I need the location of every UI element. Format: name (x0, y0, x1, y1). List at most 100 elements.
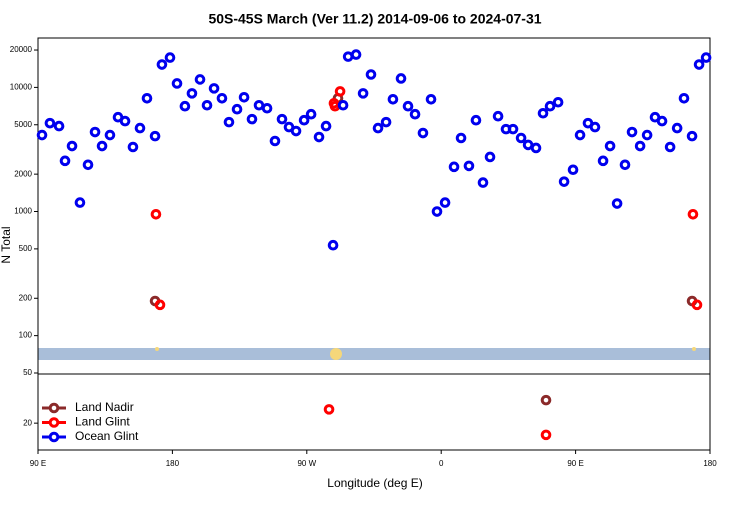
data-point (290, 125, 302, 137)
data-point (507, 123, 519, 135)
data-point (395, 73, 407, 84)
data-point (208, 83, 220, 94)
chart-title: 50S-45S March (Ver 11.2) 2014-09-06 to 2… (208, 11, 541, 27)
data-point (409, 108, 421, 120)
data-point (186, 88, 198, 99)
data-point (150, 208, 162, 220)
data-point (567, 164, 579, 176)
y-tick-label: 5000 (14, 120, 32, 129)
data-point (439, 197, 451, 208)
data-point (387, 93, 399, 105)
marker-dot (692, 347, 696, 351)
x-tick-label: 90 W (297, 459, 316, 468)
data-point (156, 59, 168, 70)
data-point (455, 132, 467, 144)
data-point (691, 299, 703, 311)
data-point (515, 132, 527, 144)
data-point (641, 129, 653, 141)
y-axis-label: N Total (0, 226, 13, 263)
y-tick-label: 20000 (10, 45, 33, 54)
data-point (298, 114, 310, 126)
legend-label: Ocean Glint (75, 429, 139, 443)
data-point (337, 99, 349, 111)
data-point (671, 122, 683, 134)
data-point (402, 100, 414, 112)
data-point (149, 130, 161, 142)
data-point (231, 103, 243, 115)
y-tick-label: 2000 (14, 169, 32, 178)
data-point (327, 239, 339, 251)
data-point (477, 177, 489, 188)
data-point (350, 49, 362, 60)
data-point (164, 52, 176, 63)
data-point (59, 155, 71, 167)
y-tick-label: 20 (23, 418, 32, 427)
data-point (619, 159, 631, 171)
x-tick-label: 90 E (30, 459, 46, 468)
data-point (693, 59, 705, 70)
data-point (626, 126, 638, 138)
data-point (544, 100, 556, 112)
data-point (96, 140, 108, 152)
data-point (36, 129, 48, 141)
x-tick-label: 180 (703, 459, 717, 468)
data-point (463, 160, 475, 172)
data-point (320, 120, 332, 132)
data-point (417, 127, 429, 139)
data-point (357, 88, 369, 99)
data-point (611, 198, 623, 209)
y-tick-label: 100 (19, 331, 33, 340)
x-tick-label: 90 E (567, 459, 583, 468)
data-point (216, 92, 228, 104)
data-point (448, 161, 460, 173)
marker-dot (155, 347, 159, 351)
data-point (246, 113, 258, 125)
data-point (492, 110, 504, 122)
legend-label: Land Glint (75, 415, 130, 429)
data-point (470, 114, 482, 126)
data-point (238, 92, 250, 103)
y-tick-label: 50 (23, 368, 32, 377)
data-point (664, 141, 676, 153)
data-point (530, 142, 542, 154)
data-point (574, 129, 586, 141)
y-tick-label: 1000 (14, 207, 32, 216)
data-point (334, 86, 346, 97)
data-point (365, 69, 377, 80)
data-point (537, 107, 549, 119)
data-point (380, 116, 392, 128)
legend-label: Land Nadir (75, 400, 134, 414)
data-point (484, 151, 496, 163)
plot-frame (37, 37, 711, 451)
data-point (431, 206, 443, 217)
data-point (313, 131, 325, 143)
data-point (687, 208, 699, 220)
data-point (305, 108, 317, 120)
data-point (678, 92, 690, 104)
data-point (425, 93, 437, 105)
data-point (686, 130, 698, 142)
data-point (44, 117, 56, 129)
data-point (66, 140, 78, 152)
data-point (53, 120, 65, 132)
y-tick-label: 500 (19, 244, 33, 253)
data-point (171, 78, 183, 89)
data-point (323, 404, 335, 415)
data-point (89, 126, 101, 138)
x-axis-label: Longitude (deg E) (327, 476, 422, 490)
data-point (269, 135, 281, 147)
data-point (82, 159, 94, 171)
x-tick-label: 0 (439, 459, 444, 468)
legend-marker (48, 431, 60, 443)
data-point (540, 429, 552, 441)
data-point (104, 129, 116, 141)
data-point (119, 115, 131, 127)
data-point (634, 140, 646, 152)
data-point (540, 394, 552, 406)
data-point (589, 121, 601, 133)
data-point (597, 155, 609, 167)
data-point (656, 115, 668, 127)
data-point (558, 176, 570, 187)
